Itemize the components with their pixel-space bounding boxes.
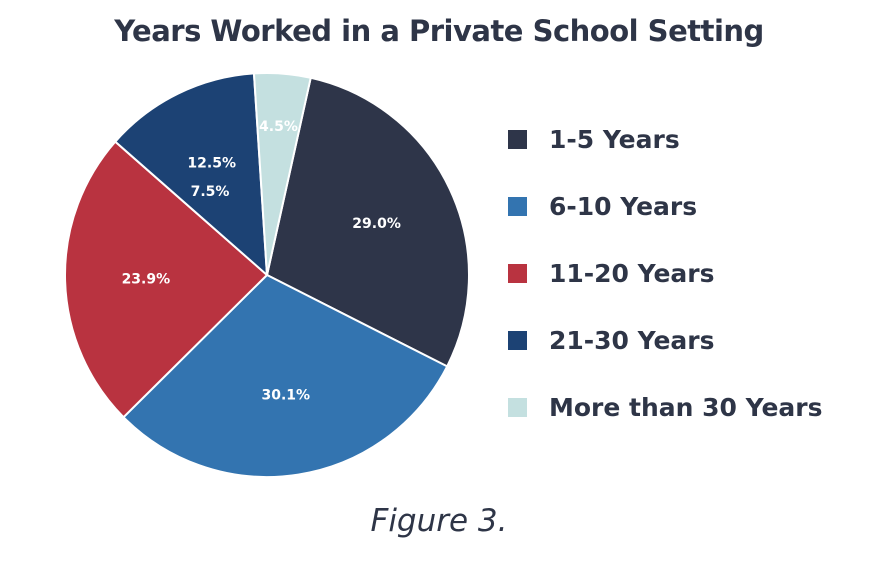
pie-slice (114, 72, 268, 276)
figure-caption: Figure 3. (370, 503, 508, 539)
legend-item: 1-5 Years (508, 122, 823, 156)
pie-slice (266, 76, 470, 368)
legend-label: More than 30 Years (549, 392, 823, 422)
slice-label-extra: 7.5% (191, 184, 230, 200)
legend-label: 6-10 Years (549, 191, 698, 221)
chart-legend: 1-5 Years 6-10 Years 11-20 Years 21-30 Y… (508, 122, 823, 457)
legend-swatch (508, 129, 527, 149)
slice-label: 30.1% (262, 388, 311, 404)
slice-label: 4.5% (259, 119, 298, 135)
slice-label: 29.0% (352, 216, 401, 232)
pie-slices (64, 72, 470, 478)
pie-slice (122, 274, 449, 478)
legend-item: 21-30 Years (508, 323, 823, 357)
slice-label: 12.5% (187, 156, 236, 172)
chart-title: Years Worked in a Private School Setting (114, 14, 764, 48)
legend-swatch (508, 330, 527, 350)
legend-item: 11-20 Years (508, 256, 823, 290)
pie-slice (252, 72, 312, 276)
pie-slice (64, 140, 268, 419)
legend-swatch (508, 196, 527, 216)
legend-item: 6-10 Years (508, 189, 823, 223)
slice-label: 23.9% (122, 272, 171, 288)
legend-label: 21-30 Years (549, 325, 715, 355)
legend-label: 1-5 Years (549, 124, 680, 154)
legend-item: More than 30 Years (508, 390, 823, 424)
legend-swatch (508, 263, 527, 283)
legend-swatch (508, 397, 527, 417)
pie-slice-labels: 29.0% 30.1% 23.9% 12.5% 4.5% (122, 119, 401, 404)
legend-label: 11-20 Years (549, 258, 715, 288)
